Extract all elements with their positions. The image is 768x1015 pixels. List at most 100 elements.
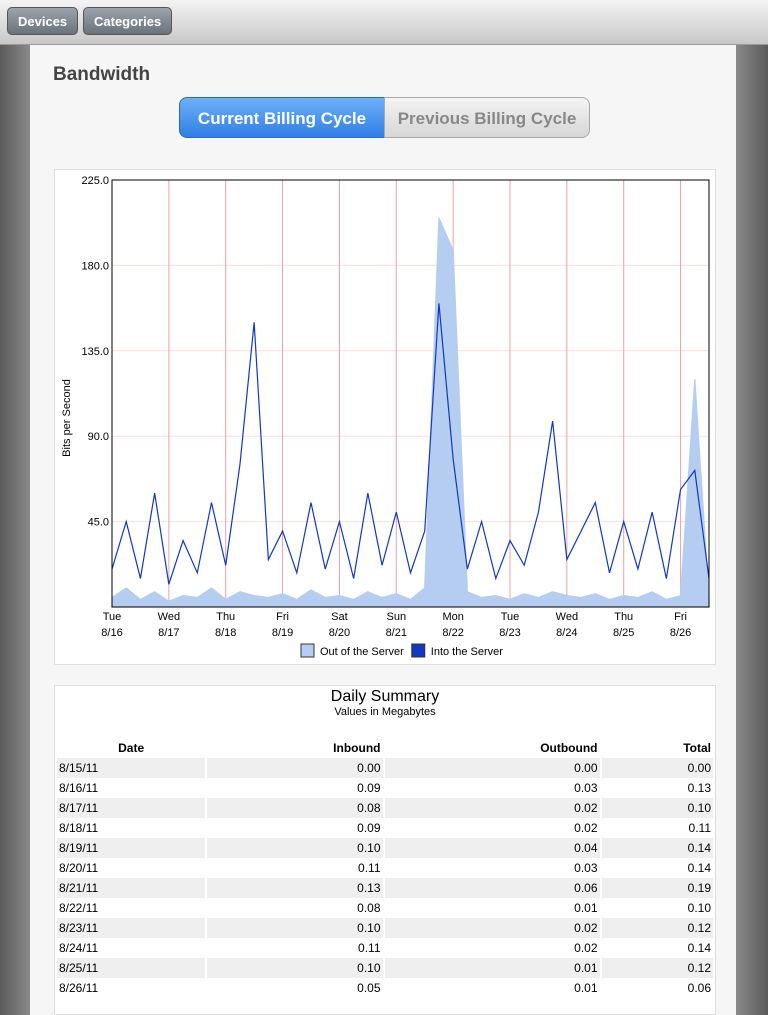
x-tick-label: Thu 8/18 — [215, 611, 236, 639]
table-cell: 8/20/11 — [59, 861, 99, 875]
table-cell: 8/15/11 — [57, 758, 206, 778]
plot-frame — [111, 179, 710, 608]
table-cell: 8/18/11 — [59, 821, 99, 835]
table-cell: 8/16/11 — [59, 781, 99, 795]
x-tick-label: Mon 8/22 — [442, 611, 463, 639]
table-cell: 0.04 — [384, 838, 600, 858]
segment[interactable]: Current Billing Cycle — [179, 97, 385, 138]
area — [111, 217, 710, 608]
nav-button[interactable]: Devices — [7, 7, 79, 35]
table-row: 8/23/11 0.10 0.02 0.12 — [57, 918, 713, 938]
table-cell: 0.01 — [384, 958, 600, 978]
x-tick-label: Wed 8/24 — [556, 611, 578, 639]
table-cell: 0.02 — [574, 941, 598, 955]
x-tick-label: Sat 8/20 — [329, 611, 350, 639]
table-cell: 0.03 — [574, 781, 598, 795]
table-cell: 0.13 — [207, 878, 383, 898]
x-tick-label: Tue 8/23 — [499, 611, 520, 639]
x-tick-label: Thu 8/25 — [613, 611, 634, 639]
table-title: Daily Summary — [330, 688, 440, 705]
y-tick-label: 90.0 — [88, 431, 109, 443]
table-cell: 8/19/11 — [57, 838, 206, 858]
line — [111, 303, 710, 585]
table-cell: 0.08 — [357, 901, 381, 915]
table-row: 8/20/11 0.11 0.03 0.14 — [57, 858, 713, 878]
table-row: 8/15/11 0.00 0.00 0.00 — [57, 758, 713, 778]
legend-label: Out of the Server — [320, 646, 404, 658]
table-row: 8/24/11 0.11 0.02 0.14 — [57, 938, 713, 958]
table-cell: 0.10 — [601, 798, 713, 818]
table-cell: 0.11 — [358, 941, 381, 955]
legend-label: Into the Server — [431, 646, 503, 658]
y-tick-label: 180.0 — [81, 260, 109, 272]
table-cell: 0.01 — [574, 981, 598, 995]
y-tick-label: 135.0 — [81, 346, 109, 358]
table-cell: 8/23/11 — [57, 918, 206, 938]
table-cell: 0.10 — [207, 838, 383, 858]
legend-swatch — [411, 643, 426, 658]
table-cell: 0.11 — [688, 821, 711, 835]
table-panel: Daily Summary Values in Megabytes Date In… — [54, 685, 716, 1015]
table-cell: 0.02 — [574, 821, 598, 835]
table-row: 8/19/11 0.10 0.04 0.14 — [57, 838, 713, 858]
column-header: Inbound — [333, 741, 381, 755]
column-header: Date — [118, 741, 145, 755]
table-cell: 0.14 — [687, 861, 711, 875]
table-cell: 0.00 — [384, 758, 600, 778]
table-cell: 0.11 — [358, 861, 381, 875]
table-row: 8/16/11 0.09 0.03 0.13 — [57, 778, 713, 798]
table-cell: 0.10 — [207, 958, 383, 978]
table-cell: 0.10 — [207, 918, 383, 938]
table-cell: 0.09 — [357, 781, 381, 795]
table-cell: 0.14 — [601, 838, 713, 858]
table-cell: 0.02 — [384, 918, 600, 938]
chart-panel: Bits per Second 45.0 90.0 135.0 180.0 225.0 T… — [54, 169, 716, 665]
table-row: 8/17/11 0.08 0.02 0.10 — [57, 798, 713, 818]
header-row: Date Inbound Outbound Total — [57, 738, 713, 758]
segment[interactable]: Previous Billing Cycle — [384, 97, 590, 138]
table-row: 8/26/11 0.05 0.01 0.06 — [57, 978, 713, 998]
table-cell: 0.03 — [574, 861, 598, 875]
x-tick-label: Sun 8/21 — [386, 611, 407, 639]
y-axis-label: Bits per Second — [61, 379, 73, 457]
summary-table: Date Inbound Outbound Total 8/15/11 0.00 0.00 0… — [55, 738, 715, 998]
x-tick-label: Wed 8/17 — [158, 611, 180, 639]
table-cell: 0.06 — [384, 878, 600, 898]
table-cell: 8/21/11 — [57, 878, 206, 898]
table-cell: 0.12 — [601, 958, 713, 978]
table-row: 8/21/11 0.13 0.06 0.19 — [57, 878, 713, 898]
table-cell: 8/24/11 — [59, 941, 99, 955]
table-cell: 8/22/11 — [59, 901, 99, 915]
table-cell: 8/17/11 — [57, 798, 206, 818]
table-row: 8/25/11 0.10 0.01 0.12 — [57, 958, 713, 978]
table-subtitle: Values in Megabytes — [334, 706, 436, 718]
legend-swatch — [300, 643, 315, 658]
table-cell: 8/26/11 — [59, 981, 99, 995]
y-tick-label: 45.0 — [88, 517, 109, 529]
column-header: Total — [683, 741, 711, 755]
column-header: Outbound — [540, 741, 598, 755]
table-cell: 0.19 — [601, 878, 713, 898]
table-cell: 0.01 — [574, 901, 598, 915]
table-cell: 0.06 — [687, 981, 711, 995]
toolbar: Devices Categories — [0, 0, 768, 45]
x-tick-label: Fri 8/19 — [272, 611, 293, 639]
table-row: 8/22/11 0.08 0.01 0.10 — [57, 898, 713, 918]
nav-button[interactable]: Categories — [83, 7, 173, 35]
table-cell: 0.00 — [601, 758, 713, 778]
x-tick-label: Fri 8/26 — [670, 611, 691, 639]
page-title: Bandwidth — [53, 64, 151, 85]
table-cell: 0.09 — [357, 821, 381, 835]
table-cell: 0.08 — [207, 798, 383, 818]
table-cell: 0.10 — [687, 901, 711, 915]
table-cell: 0.00 — [207, 758, 383, 778]
table-cell: 8/25/11 — [57, 958, 206, 978]
table-cell: 0.14 — [687, 941, 711, 955]
table-cell: 0.05 — [357, 981, 381, 995]
x-tick-label: Tue 8/16 — [101, 611, 122, 639]
table-row: 8/18/11 0.09 0.02 0.11 — [57, 818, 713, 838]
table-cell: 0.02 — [384, 798, 600, 818]
table-cell: 0.12 — [601, 918, 713, 938]
y-tick-label: 225.0 — [81, 175, 109, 187]
